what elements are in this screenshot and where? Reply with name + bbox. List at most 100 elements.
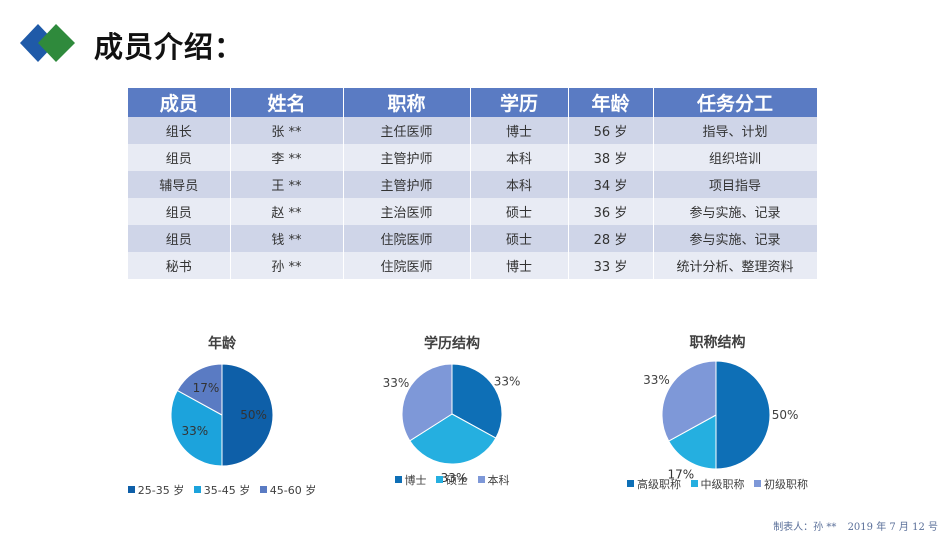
cell-member: 组长 bbox=[128, 117, 231, 144]
legend-label: 中级职称 bbox=[700, 478, 745, 491]
cell-task: 指导、计划 bbox=[653, 117, 818, 144]
header-education: 学历 bbox=[470, 88, 569, 117]
table-row: 秘书 孙 ** 住院医师 博士 33 岁 统计分析、整理资料 bbox=[128, 252, 818, 279]
pie-slice bbox=[409, 413, 497, 465]
cell-member: 组员 bbox=[128, 144, 231, 171]
pie-data-label: 33% bbox=[383, 376, 410, 390]
logo-icon bbox=[20, 24, 75, 62]
cell-member: 辅导员 bbox=[128, 171, 231, 198]
legend-item: 初级职称 bbox=[754, 476, 808, 492]
table-header-row: 成员 姓名 职称 学历 年龄 任务分工 bbox=[128, 88, 818, 117]
cell-task: 组织培训 bbox=[653, 144, 818, 171]
legend-item: 35-45 岁 bbox=[193, 482, 250, 498]
cell-title: 住院医师 bbox=[343, 225, 471, 252]
cell-task: 项目指导 bbox=[653, 171, 818, 198]
header-title: 职称 bbox=[343, 88, 471, 117]
cell-age: 38 岁 bbox=[568, 144, 654, 171]
pie-data-label: 50% bbox=[772, 408, 799, 422]
cell-member: 秘书 bbox=[128, 252, 231, 279]
legend-label: 初级职称 bbox=[764, 478, 808, 491]
cell-title: 主任医师 bbox=[343, 117, 471, 144]
legend-item: 高级职称 bbox=[627, 476, 681, 492]
page-title: 成员介绍： bbox=[94, 30, 245, 64]
pie-data-label: 33% bbox=[494, 374, 521, 388]
legend-item: 25-35 岁 bbox=[127, 482, 185, 498]
chart-title: 学历结构 bbox=[424, 336, 480, 352]
footer: 制表人：孙 ** 2019 年 7 月 12 号 bbox=[765, 518, 938, 533]
chart-legend: 高级职称 中级职称 初级职称 bbox=[615, 476, 820, 492]
cell-education: 硕士 bbox=[470, 225, 569, 252]
legend-item: 中级职称 bbox=[690, 476, 745, 492]
legend-swatch bbox=[127, 486, 135, 493]
legend-swatch bbox=[436, 476, 443, 483]
pie-slice bbox=[668, 414, 717, 470]
legend-label: 45-60 岁 bbox=[269, 484, 317, 497]
pie-data-label: 17% bbox=[193, 381, 220, 395]
pie-data-label: 50% bbox=[240, 408, 267, 422]
legend-swatch bbox=[394, 476, 402, 483]
chart-title: 年龄 bbox=[208, 336, 236, 352]
legend-label: 硕士 bbox=[446, 474, 468, 487]
cell-name: 孙 ** bbox=[230, 252, 344, 279]
legend-label: 本科 bbox=[487, 474, 510, 487]
cell-age: 28 岁 bbox=[568, 225, 654, 252]
pie-slice bbox=[176, 363, 223, 416]
cell-age: 36 岁 bbox=[568, 198, 654, 225]
pie-slice bbox=[401, 363, 453, 442]
table-row: 组长 张 ** 主任医师 博士 56 岁 指导、计划 bbox=[128, 117, 818, 144]
legend-label: 25-35 岁 bbox=[137, 484, 185, 497]
table-row: 组员 钱 ** 住院医师 硕士 28 岁 参与实施、记录 bbox=[128, 225, 818, 252]
cell-title: 主管护师 bbox=[343, 144, 471, 171]
legend-swatch bbox=[754, 480, 761, 487]
pie-plot: 50% 33% 17% bbox=[170, 363, 274, 467]
cell-task: 统计分析、整理资料 bbox=[653, 252, 818, 279]
legend-item: 硕士 bbox=[436, 472, 468, 488]
members-table: 成员 姓名 职称 学历 年龄 任务分工 组长 张 ** 主任医师 博士 56 岁… bbox=[128, 88, 818, 279]
legend-swatch bbox=[627, 480, 634, 487]
cell-task: 参与实施、记录 bbox=[653, 198, 818, 225]
legend-swatch bbox=[477, 476, 485, 483]
cell-education: 硕士 bbox=[470, 198, 569, 225]
legend-swatch bbox=[690, 480, 698, 487]
legend-item: 博士 bbox=[394, 472, 427, 488]
cell-education: 本科 bbox=[470, 144, 569, 171]
legend-item: 45-60 岁 bbox=[259, 482, 317, 498]
cell-member: 组员 bbox=[128, 225, 231, 252]
cell-education: 本科 bbox=[470, 171, 569, 198]
pie-slice bbox=[221, 363, 274, 467]
cell-title: 主管护师 bbox=[343, 171, 471, 198]
pie-slice bbox=[170, 389, 223, 467]
cell-title: 主治医师 bbox=[343, 198, 471, 225]
footer-maker: 制表人：孙 ** bbox=[773, 522, 837, 533]
pie-data-label: 33% bbox=[181, 424, 208, 438]
pie-data-label: 33% bbox=[643, 373, 670, 387]
legend-label: 博士 bbox=[404, 474, 427, 487]
footer-date: 2019 年 7 月 12 号 bbox=[847, 522, 938, 533]
cell-member: 组员 bbox=[128, 198, 231, 225]
legend-swatch bbox=[193, 486, 201, 493]
pie-slice bbox=[661, 360, 717, 442]
cell-task: 参与实施、记录 bbox=[653, 225, 818, 252]
chart-legend: 博士 硕士 本科 bbox=[352, 472, 552, 488]
header-task: 任务分工 bbox=[653, 88, 818, 117]
legend-item: 本科 bbox=[477, 472, 510, 488]
cell-age: 33 岁 bbox=[568, 252, 654, 279]
header-member: 成员 bbox=[128, 88, 231, 117]
table-row: 辅导员 王 ** 主管护师 本科 34 岁 项目指导 bbox=[128, 171, 818, 198]
chart-title: 职称结构 bbox=[689, 335, 746, 351]
cell-education: 博士 bbox=[470, 117, 569, 144]
legend-label: 高级职称 bbox=[637, 478, 681, 491]
cell-name: 钱 ** bbox=[230, 225, 344, 252]
education-pie-chart: 学历结构 33% 33% 33% 博士 硕士 本科 bbox=[352, 325, 552, 505]
chart-legend: 25-35 岁 35-45 岁 45-60 岁 bbox=[122, 482, 322, 498]
pie-data-label: 17% bbox=[667, 467, 694, 481]
table-row: 组员 赵 ** 主治医师 硕士 36 岁 参与实施、记录 bbox=[128, 198, 818, 225]
pie-plot: 33% 33% 33% bbox=[383, 363, 521, 485]
cell-name: 赵 ** bbox=[230, 198, 344, 225]
cell-name: 李 ** bbox=[230, 144, 344, 171]
title-pie-chart: 职称结构 50% 17% 33% 高级职称 中级职称 初级职称 bbox=[615, 325, 820, 505]
pie-slice bbox=[451, 363, 503, 439]
cell-education: 博士 bbox=[470, 252, 569, 279]
cell-age: 34 岁 bbox=[568, 171, 654, 198]
pie-plot: 50% 17% 33% bbox=[643, 360, 799, 481]
